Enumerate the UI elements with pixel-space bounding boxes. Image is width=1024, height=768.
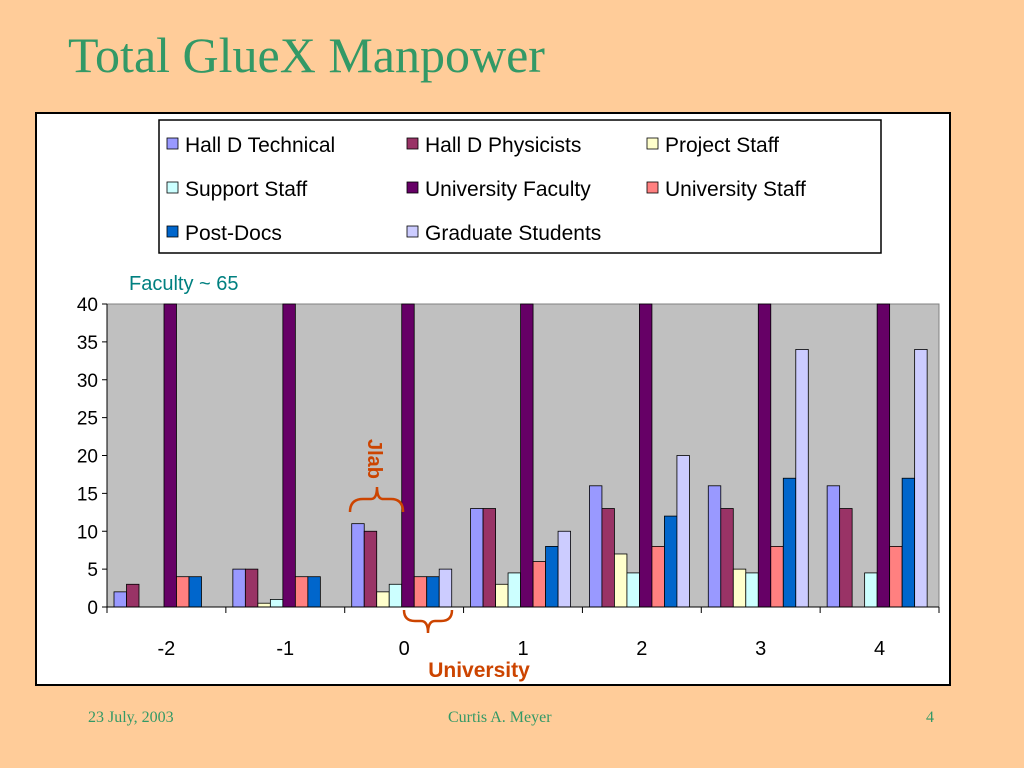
y-tick-label: 10 xyxy=(77,522,98,543)
legend-label: Support Staff xyxy=(185,178,307,201)
legend-label: Hall D Technical xyxy=(185,134,335,157)
bar-2-3 xyxy=(720,508,734,608)
bar-8-3 xyxy=(795,349,809,608)
legend-label: Project Staff xyxy=(665,134,779,157)
bar-7--2 xyxy=(188,576,202,608)
x-tick-label: 3 xyxy=(755,638,766,660)
legend-swatch xyxy=(166,181,179,194)
bar-5--2 xyxy=(163,303,177,608)
legend-swatch xyxy=(166,225,179,238)
slide-title: Total GlueX Manpower xyxy=(68,27,545,83)
bar-4-2 xyxy=(626,572,640,608)
bar-7--1 xyxy=(307,576,321,608)
footer-author: Curtis A. Meyer xyxy=(448,709,552,726)
faculty-note: Faculty ~ 65 xyxy=(129,273,239,295)
x-tick-label: 1 xyxy=(517,638,528,660)
bar-4-4 xyxy=(864,572,878,608)
bar-1-2 xyxy=(589,485,603,608)
y-tick-label: 15 xyxy=(77,484,98,505)
bar-5--1 xyxy=(282,303,296,608)
bar-5-0 xyxy=(401,303,415,608)
bar-8-4 xyxy=(914,349,928,608)
bar-1-0 xyxy=(351,523,365,608)
bar-1--2 xyxy=(113,591,127,608)
bar-6-3 xyxy=(770,545,784,608)
bar-3-2 xyxy=(614,553,628,608)
bar-3-3 xyxy=(732,568,747,608)
legend-swatch xyxy=(406,225,419,238)
x-tick-label: 4 xyxy=(874,638,885,660)
y-tick-label: 5 xyxy=(87,560,98,581)
bar-6--1 xyxy=(294,576,309,608)
bar-2--1 xyxy=(244,568,259,608)
university-label: University xyxy=(428,659,530,682)
bar-5-4 xyxy=(876,303,891,608)
bar-1-3 xyxy=(707,485,722,608)
y-tick-label: 30 xyxy=(77,371,98,392)
bar-3-1 xyxy=(495,583,509,608)
bar-4-0 xyxy=(388,583,403,608)
bar-4-1 xyxy=(507,572,521,608)
jlab-bracket xyxy=(348,486,405,513)
x-tick-label: 0 xyxy=(399,638,410,660)
bar-3--1 xyxy=(257,602,271,608)
legend-swatch xyxy=(406,181,419,194)
y-tick-label: 40 xyxy=(77,295,98,316)
legend-swatch xyxy=(166,137,179,150)
bar-6-4 xyxy=(889,545,903,608)
legend-swatch xyxy=(406,137,419,150)
bar-7-0 xyxy=(426,576,440,608)
bar-8-1 xyxy=(557,530,571,608)
bar-7-1 xyxy=(545,545,559,608)
x-tick-label: -2 xyxy=(158,638,176,660)
bar-8-0 xyxy=(438,568,453,608)
y-tick-label: 25 xyxy=(77,409,98,430)
bar-2-0 xyxy=(363,530,378,608)
bar-2-4 xyxy=(839,508,853,608)
y-tick-label: 0 xyxy=(87,598,98,619)
footer-date: 23 July, 2003 xyxy=(88,709,174,726)
bar-8-2 xyxy=(676,455,690,608)
chart-frame: 0 5 10 15 20 25 30 35 40 -2 -1 0 1 2 3 4 Hall D Technica… xyxy=(35,112,951,686)
y-tick-label: 20 xyxy=(77,447,98,468)
legend-label: Post-Docs xyxy=(185,222,282,245)
bar-7-4 xyxy=(901,477,916,608)
bar-3-0 xyxy=(376,591,390,608)
y-tick-label: 35 xyxy=(77,333,98,354)
bar-2-1 xyxy=(482,508,496,608)
legend-box xyxy=(158,119,882,254)
footer-page-number: 4 xyxy=(926,709,934,726)
bar-6-2 xyxy=(651,545,665,608)
x-tick-label: 2 xyxy=(636,638,647,660)
bar-chart: 0 5 10 15 20 25 30 35 40 -2 -1 0 1 2 3 4 Hall D Technica… xyxy=(77,119,940,682)
bar-7-2 xyxy=(664,515,678,608)
bar-5-2 xyxy=(639,303,653,608)
legend-label: University Staff xyxy=(665,178,806,201)
bar-5-1 xyxy=(520,303,534,608)
x-tick-label: -1 xyxy=(276,638,294,660)
bar-1-4 xyxy=(826,485,841,608)
legend-label: Hall D Physicists xyxy=(425,134,581,157)
legend-swatch xyxy=(646,137,659,150)
bar-2--2 xyxy=(126,583,140,608)
bar-6-0 xyxy=(413,576,428,608)
bar-2-2 xyxy=(601,508,615,608)
bar-5-3 xyxy=(757,303,772,608)
legend-label: University Faculty xyxy=(425,178,591,201)
jlab-label: Jlab xyxy=(363,439,385,479)
bar-6--2 xyxy=(176,576,190,608)
bar-7-3 xyxy=(782,477,797,608)
bar-6-1 xyxy=(532,561,546,608)
legend-label: Graduate Students xyxy=(425,222,601,245)
bar-1-1 xyxy=(470,508,484,608)
bar-4-3 xyxy=(745,572,759,608)
bar-1--1 xyxy=(232,568,246,608)
bar-4--1 xyxy=(269,599,284,608)
university-bracket xyxy=(402,609,454,634)
legend-swatch xyxy=(646,181,659,194)
